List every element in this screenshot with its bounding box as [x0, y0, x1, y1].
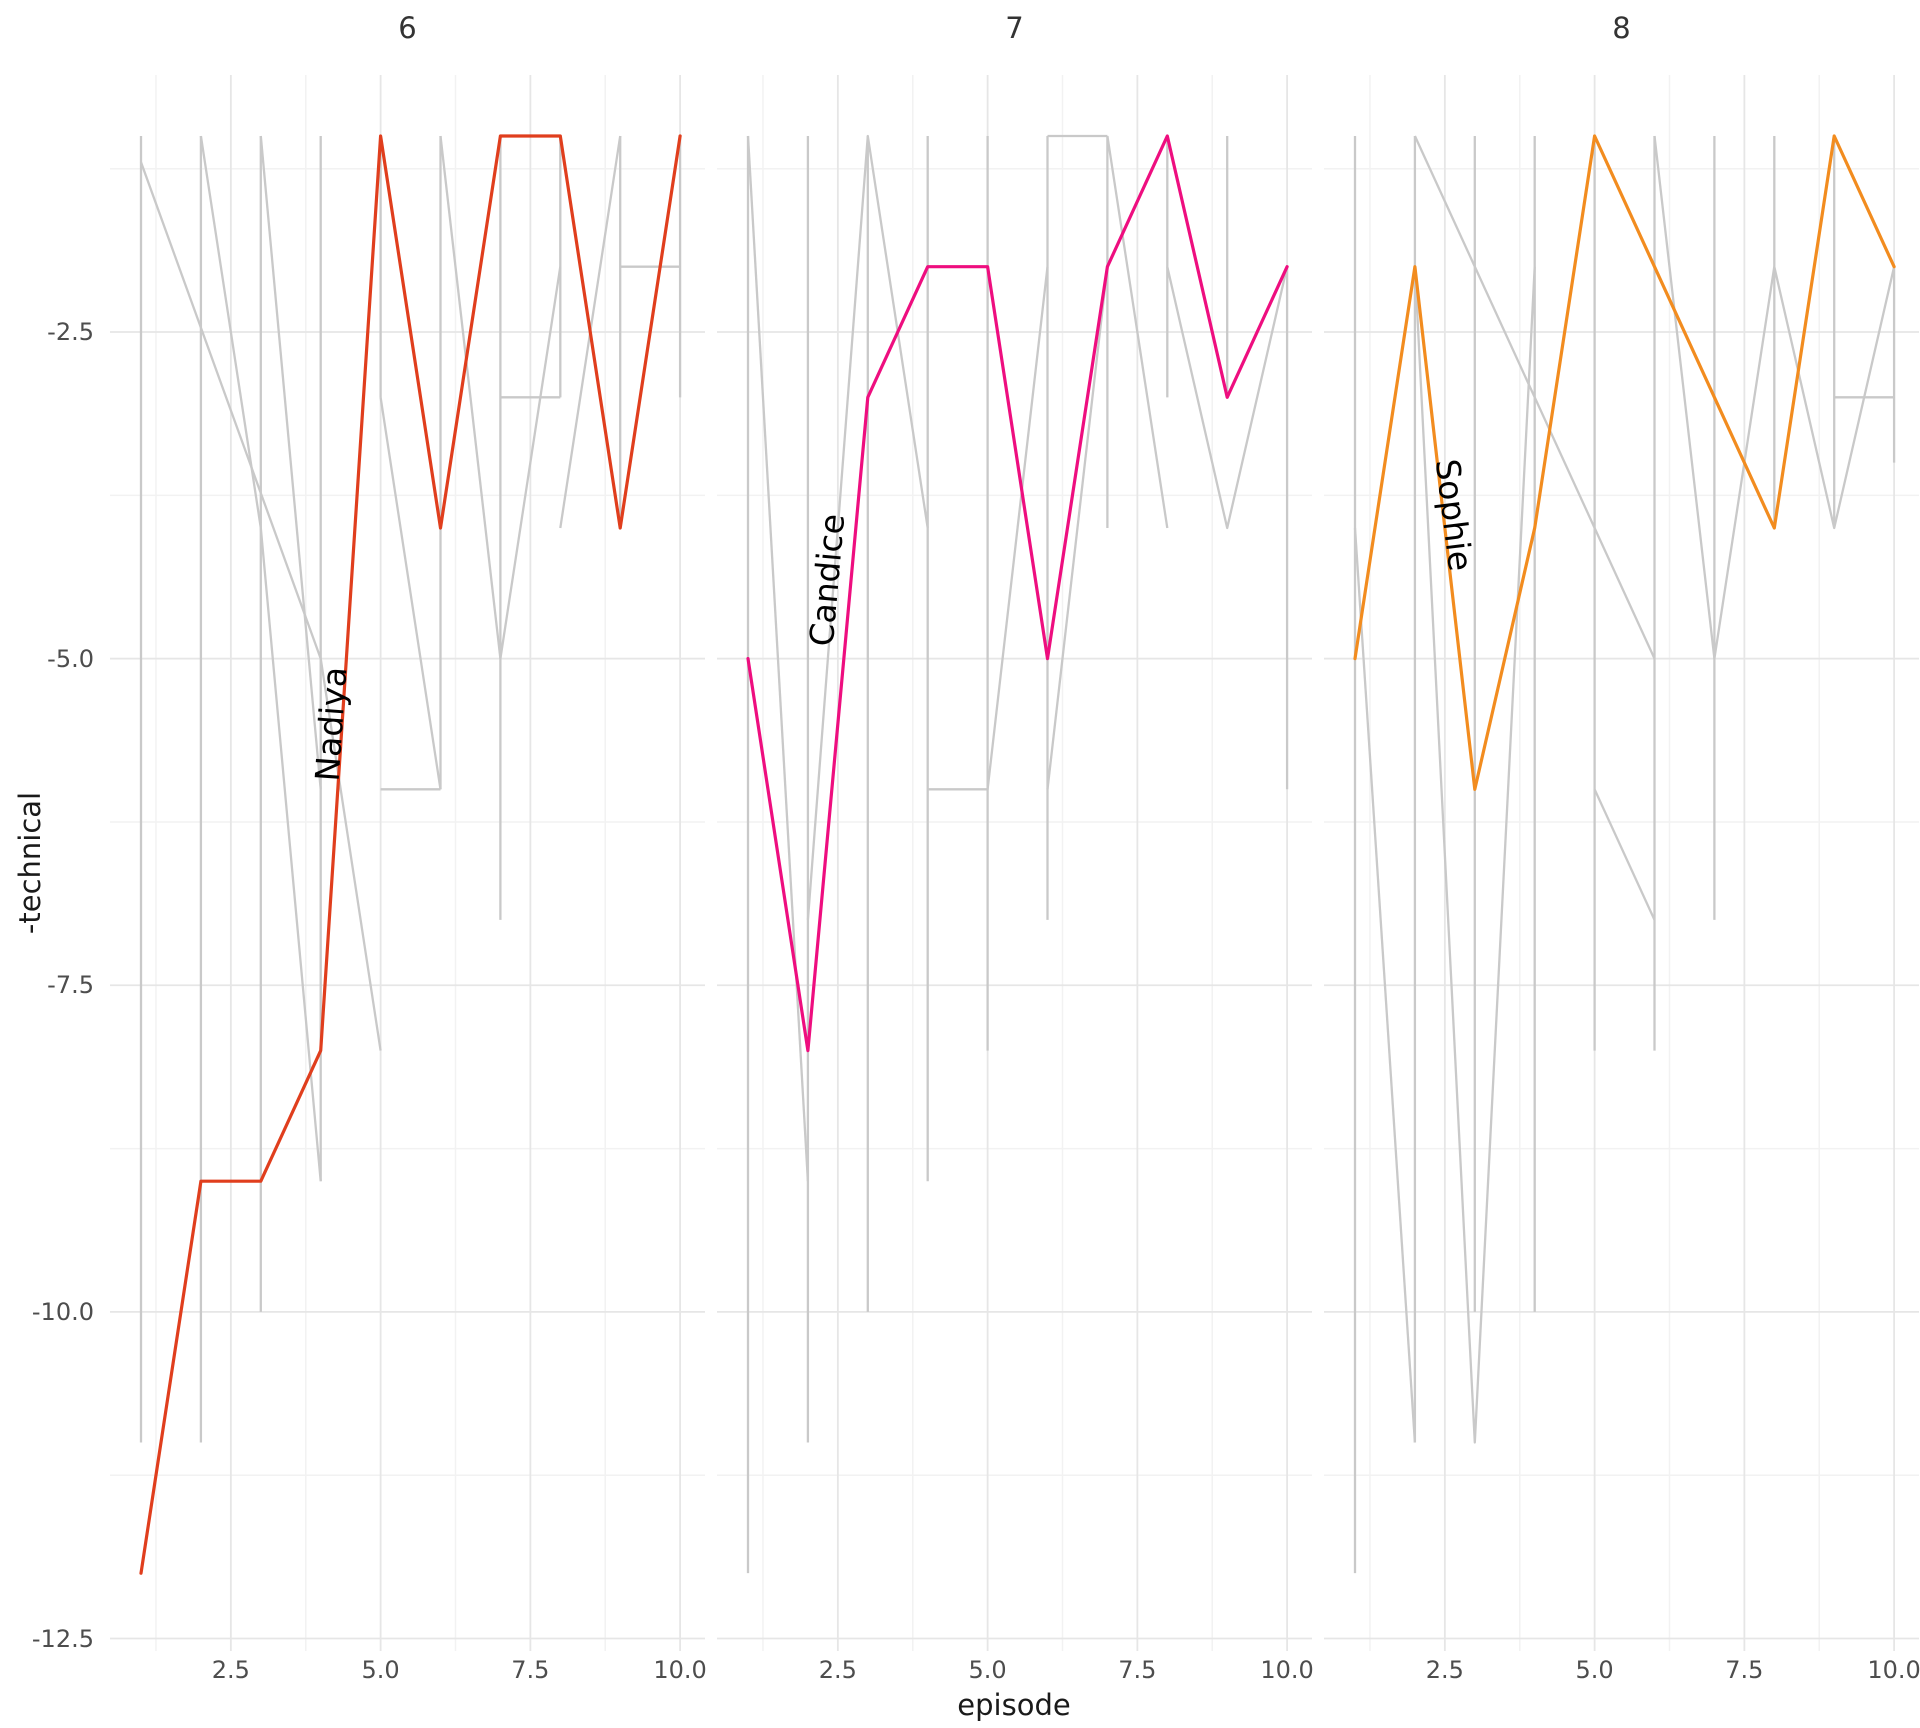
y-axis-tick-label: -12.5	[31, 1624, 94, 1653]
x-axis-tick-label: 7.5	[1118, 1656, 1157, 1684]
y-axis-tick-label: -7.5	[47, 971, 94, 1000]
highlighted-series-line	[139, 134, 682, 1575]
x-axis-tick-label: 2.5	[1425, 1656, 1464, 1684]
highlighted-series-line	[746, 134, 1289, 1053]
facet-strip-label: 6	[398, 11, 417, 45]
chart-panel	[110, 75, 705, 1651]
y-axis-tick-label: -5.0	[47, 644, 94, 673]
x-axis-tick-label: 5.0	[968, 1656, 1007, 1684]
x-axis-tick-label: 2.5	[818, 1656, 857, 1684]
y-axis-tick-label: -2.5	[47, 318, 94, 346]
facet-strip-label: 8	[1612, 11, 1631, 45]
x-axis-tick-label: 2.5	[211, 1656, 250, 1684]
chart-panel	[717, 75, 1312, 1651]
y-axis-tick-label: -10.0	[31, 1297, 94, 1326]
x-axis-tick-label: 10.0	[1260, 1656, 1314, 1684]
winner-name-label: Nadiya	[307, 665, 355, 783]
x-axis-tick-label: 7.5	[511, 1656, 550, 1684]
x-axis-title: episode	[957, 1688, 1071, 1722]
x-axis-tick-label: 10.0	[653, 1656, 707, 1684]
x-axis-tick-label: 7.5	[1725, 1656, 1764, 1684]
x-axis-tick-label: 5.0	[361, 1656, 400, 1684]
chart-panel	[1324, 75, 1919, 1651]
x-axis-tick-label: 5.0	[1575, 1656, 1614, 1684]
highlighted-series-line	[1353, 134, 1896, 791]
facet-strip-label: 7	[1005, 11, 1024, 45]
x-axis-tick-label: 10.0	[1867, 1656, 1920, 1684]
y-axis-title: -technical	[13, 791, 47, 935]
